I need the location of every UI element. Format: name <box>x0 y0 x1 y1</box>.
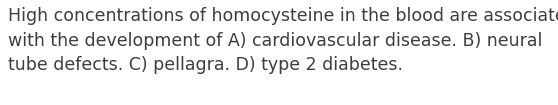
Text: High concentrations of homocysteine in the blood are associated
with the develop: High concentrations of homocysteine in t… <box>8 7 558 74</box>
